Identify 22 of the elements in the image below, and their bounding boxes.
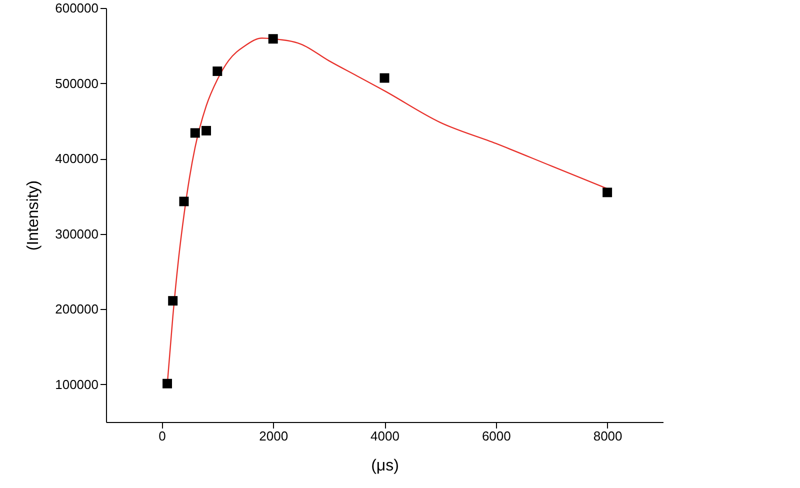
point [602,188,612,198]
x-tick-label: 6000 [482,428,511,444]
x-tick-label: 0 [158,428,166,444]
x-tick-label: 4000 [370,428,400,444]
y-tick-label: 200000 [55,302,98,317]
x-tick-label: 8000 [593,428,622,444]
point [268,34,278,44]
y-tick-label: 300000 [55,226,98,242]
point [190,128,200,138]
point [202,126,212,136]
point [380,73,390,83]
y-axis-title: (Intensity) [25,180,42,251]
x-tick-label: 2000 [259,428,288,444]
y-tick-label: 100000 [55,376,98,392]
point [179,196,189,206]
point [162,378,172,388]
y-tick-label: 400000 [55,151,98,166]
y-tick-label: 600000 [55,0,98,16]
point [168,296,178,306]
point [212,66,222,76]
y-tick-label: 500000 [55,76,98,91]
x-axis-title: (μs) [371,458,399,474]
